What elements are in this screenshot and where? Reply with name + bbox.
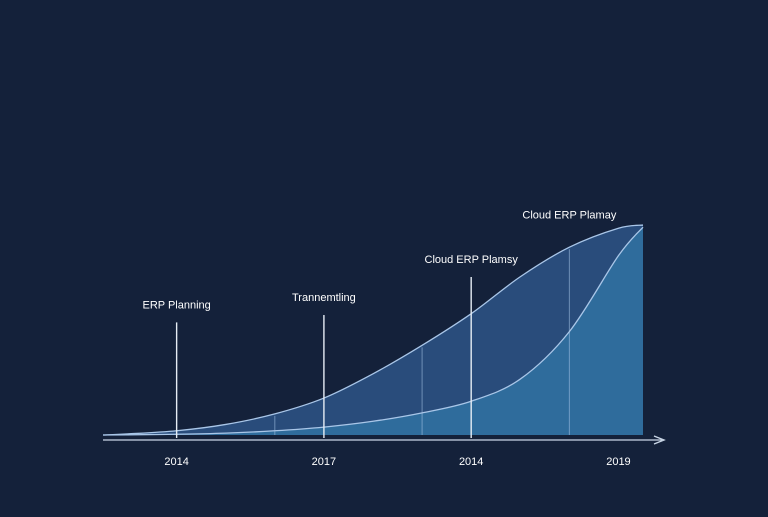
- guide-lines: [274, 249, 570, 435]
- x-tick-label-2: 2014: [459, 456, 483, 468]
- x-axis-arrow-icon: [653, 435, 666, 445]
- annotation-label-1: Trannemtling: [292, 292, 356, 304]
- x-tick-label-3: 2019: [606, 456, 630, 468]
- lower-area: [103, 227, 643, 435]
- x-axis: [103, 435, 666, 445]
- x-tick-label-0: 2014: [164, 456, 188, 468]
- upper-area: [103, 225, 643, 435]
- area-layer: [103, 225, 643, 435]
- x-tick-labels: 2014 2017 2014 2019: [164, 456, 630, 468]
- annotations: ERP Planning Trannemtling Cloud ERP Plamsy…: [142, 210, 617, 438]
- annotation-label-2: Cloud ERP Plamsy: [425, 254, 519, 266]
- annotation-label-3: Cloud ERP Plamay: [522, 210, 616, 222]
- annotation-label-0: ERP Planning: [142, 299, 210, 311]
- x-tick-label-1: 2017: [312, 456, 336, 468]
